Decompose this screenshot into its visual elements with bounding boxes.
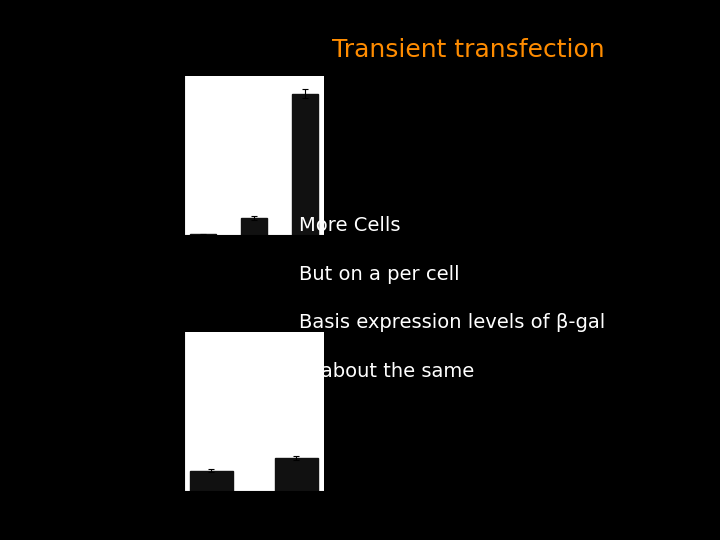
Text: But on a per cell: But on a per cell bbox=[299, 265, 459, 284]
Bar bbox=[292, 94, 318, 235]
Text: Transient transfection: Transient transfection bbox=[332, 38, 604, 62]
Text: is about the same: is about the same bbox=[299, 362, 474, 381]
Text: β-gal activity following
transient transfection: β-gal activity following transient trans… bbox=[191, 25, 290, 44]
Bar bbox=[190, 234, 215, 235]
Text: More Cells: More Cells bbox=[299, 216, 400, 235]
Y-axis label: β-gal activity: β-gal activity bbox=[159, 387, 168, 437]
Bar bbox=[241, 218, 266, 235]
Y-axis label: β-gal activity: β-gal activity bbox=[159, 130, 168, 180]
Text: β-gal activity of FACS-
gal positive cells
following transient
transfection: β-gal activity of FACS- gal positive cel… bbox=[191, 240, 286, 280]
Text: B: B bbox=[130, 228, 141, 242]
Bar bbox=[275, 458, 318, 491]
Bar bbox=[190, 471, 233, 491]
Text: Basis expression levels of β-gal: Basis expression levels of β-gal bbox=[299, 313, 605, 332]
Text: A: A bbox=[130, 15, 141, 29]
